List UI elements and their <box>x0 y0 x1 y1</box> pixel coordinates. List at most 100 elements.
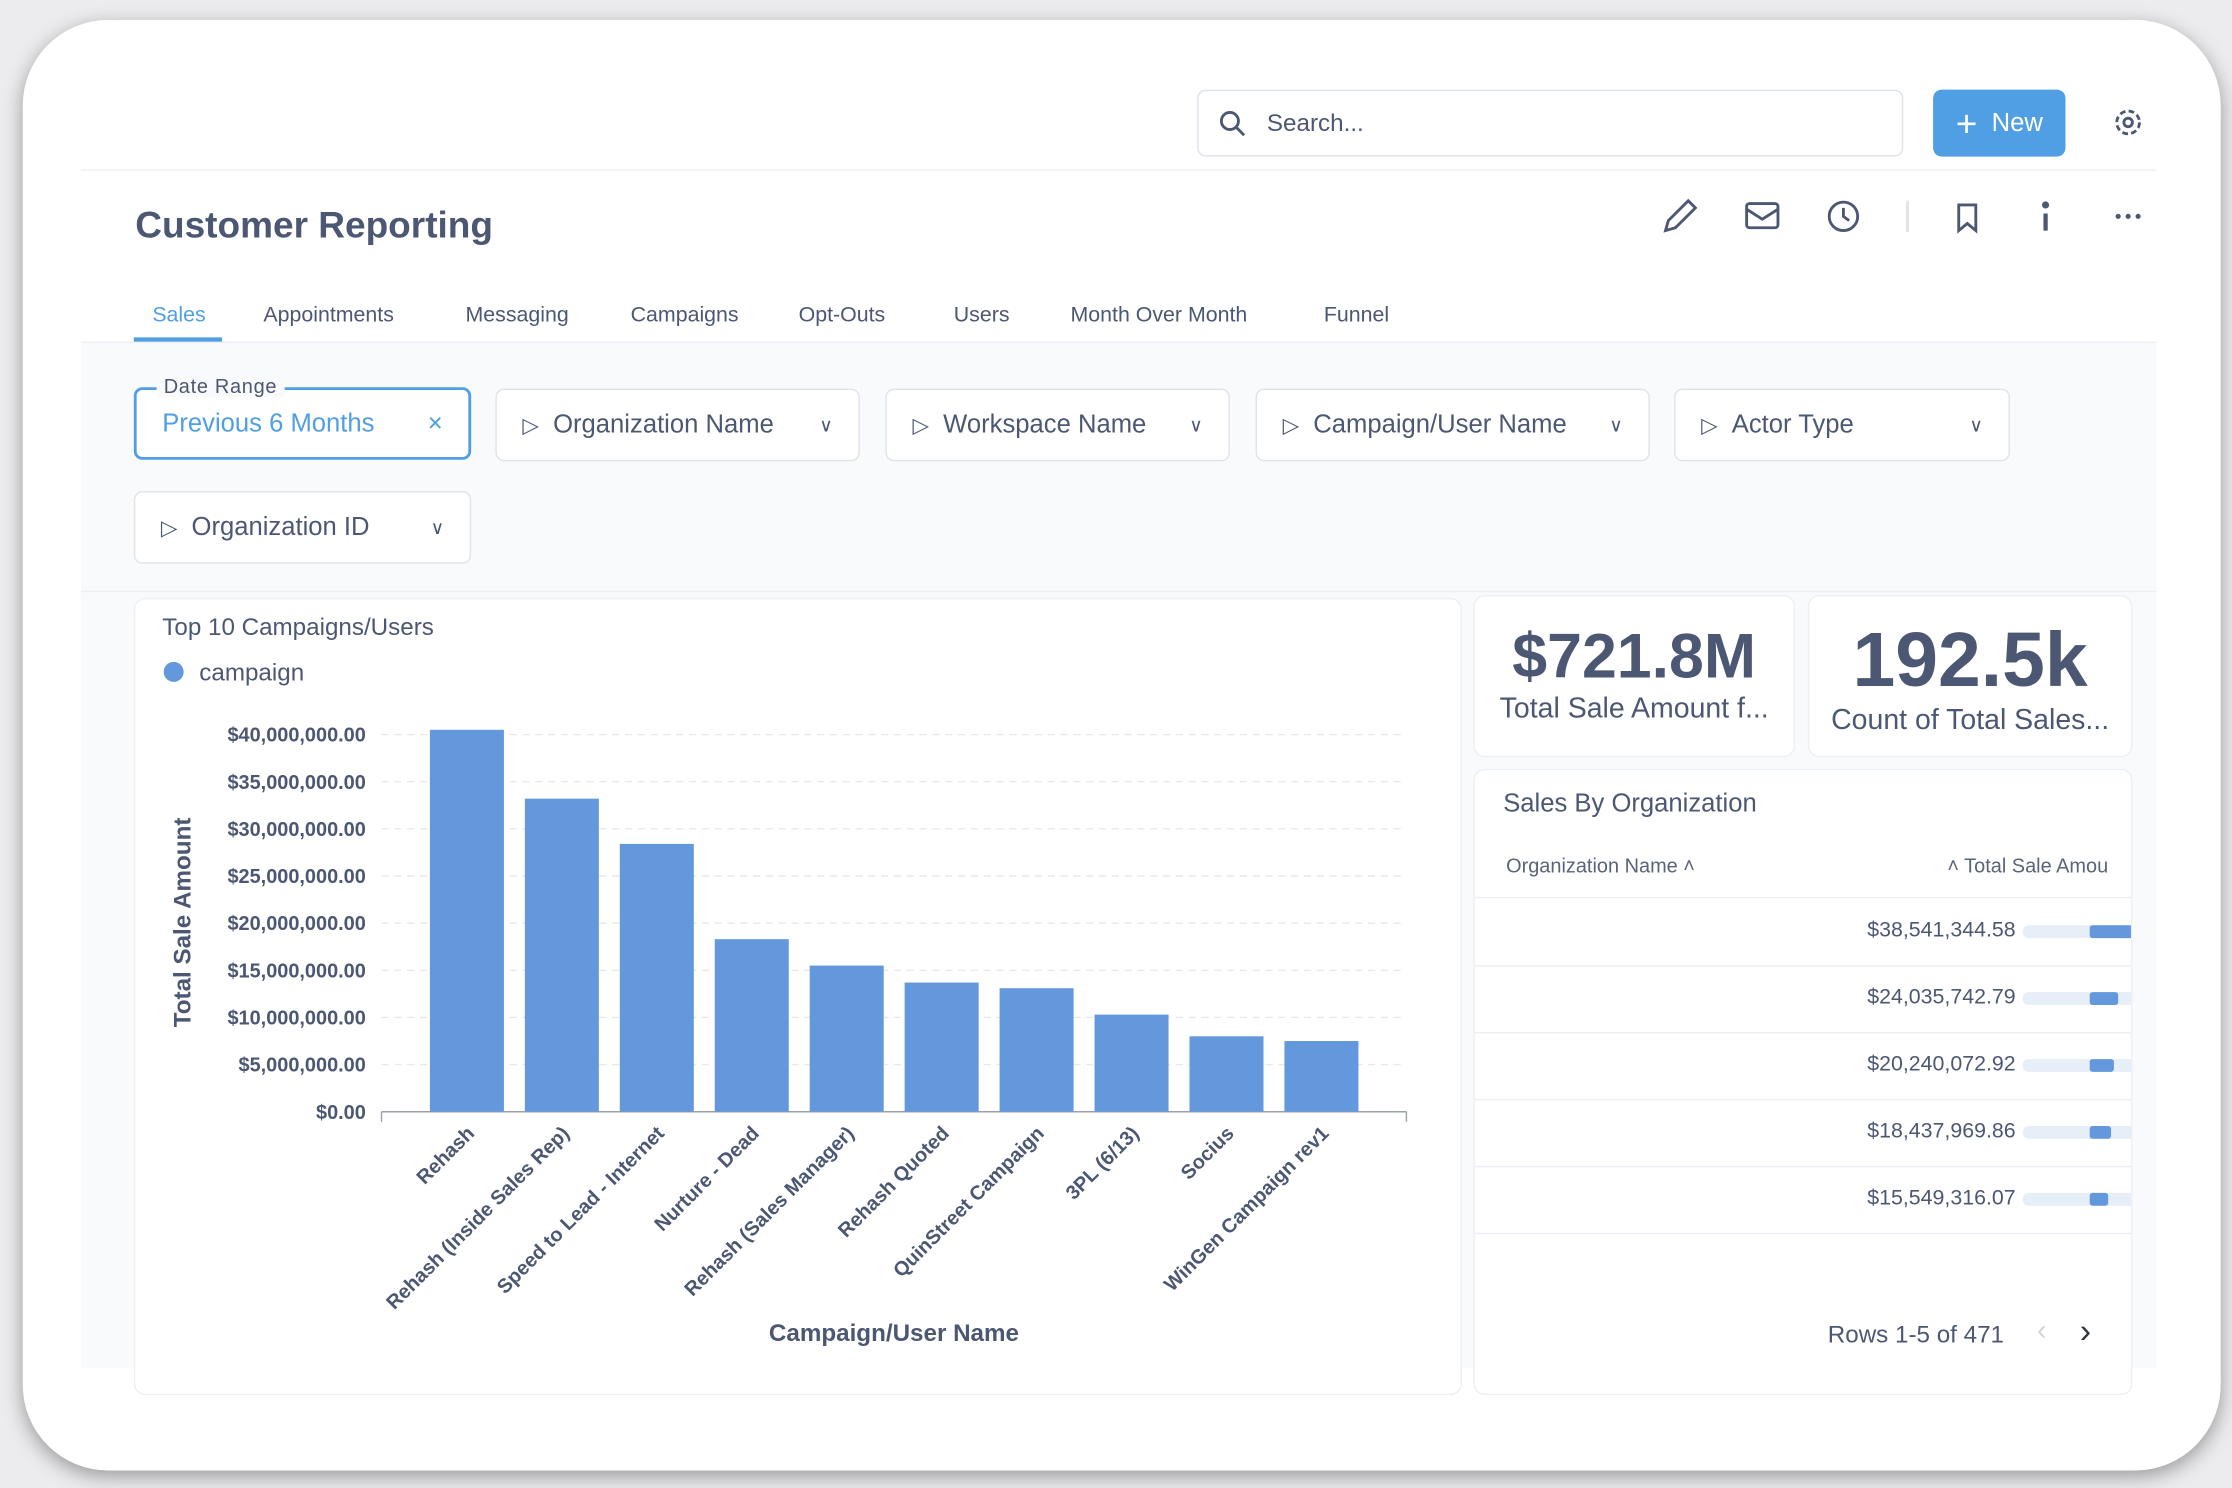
mini-bar <box>2089 1059 2114 1072</box>
bar <box>524 798 599 1112</box>
tag-icon: ▷ <box>522 413 539 438</box>
bar <box>1189 1036 1264 1112</box>
y-tick-label: $10,000,000.00 <box>227 1008 365 1030</box>
filter-dropdown[interactable]: ▷ Workspace Name ∨ <box>885 388 1230 462</box>
y-axis-title: Total Sale Amount <box>170 818 197 1028</box>
search-box[interactable]: Search... <box>1197 89 1904 157</box>
row-divider <box>1474 896 2131 899</box>
cell-amount: $15,549,316.07 <box>1867 1185 2016 1210</box>
filter-value: Previous 6 Months <box>162 408 375 438</box>
new-label: New <box>1991 108 2043 137</box>
more-icon[interactable] <box>2115 213 2141 219</box>
mini-bar <box>2089 925 2131 939</box>
tab[interactable]: Appointments <box>263 303 394 328</box>
tab[interactable]: Messaging <box>465 303 569 328</box>
x-tick-label: Rehash <box>413 1123 479 1189</box>
filter-dropdown[interactable]: ▷ Campaign/User Name ∨ <box>1255 388 1650 462</box>
y-tick-label: $5,000,000.00 <box>239 1055 366 1077</box>
tab[interactable]: Users <box>953 303 1010 328</box>
column-name: Organization Name <box>1506 854 1678 877</box>
bar <box>429 729 504 1112</box>
cell-amount: $38,541,344.58 <box>1867 918 2016 943</box>
bar-track <box>2022 1192 2131 1206</box>
tag-icon: ▷ <box>1282 413 1300 438</box>
x-tick-label: 3PL (6/13) <box>1062 1123 1144 1205</box>
kpi-card: $721.8M Total Sale Amount f... <box>1473 595 1796 758</box>
tab[interactable]: Sales <box>152 303 206 328</box>
new-button[interactable]: + New <box>1933 89 2066 157</box>
row-divider <box>1474 1165 2131 1168</box>
bar <box>619 843 694 1112</box>
tab[interactable]: Funnel <box>1323 303 1390 328</box>
filter-dropdown[interactable]: ▷ Organization Name ∨ <box>495 388 860 462</box>
kpi-card: 192.5k Count of Total Sales... <box>1807 595 2133 758</box>
x-axis-title: Campaign/User Name <box>769 1320 1019 1347</box>
x-tick-label: Socius <box>1177 1123 1239 1185</box>
y-tick-label: $35,000,000.00 <box>227 772 365 794</box>
next-page[interactable]: › <box>2079 1312 2092 1351</box>
clear-icon[interactable]: × <box>427 408 443 438</box>
tag-icon: ▷ <box>160 516 178 541</box>
cell-amount: $24,035,742.79 <box>1867 985 2016 1010</box>
kpi-label: Total Sale Amount f... <box>1499 693 1769 725</box>
tab-bar: Sales Appointments Messaging Campaigns Opt-O… <box>81 292 2157 344</box>
bar-track <box>2022 1059 2131 1072</box>
bar <box>904 982 979 1112</box>
history-icon[interactable] <box>1827 200 1860 233</box>
tab[interactable]: Opt-Outs <box>798 303 886 328</box>
tab[interactable]: Month Over Month <box>1070 303 1248 328</box>
chart-title: Top 10 Campaigns/Users <box>162 614 434 641</box>
column-name: Total Sale Amou <box>1964 854 2109 877</box>
filter-value: Organization Name <box>553 409 774 439</box>
filter-dropdown[interactable]: ▷ Organization ID ∨ <box>133 491 472 564</box>
y-tick-label: $30,000,000.00 <box>227 819 365 841</box>
filter-value: Workspace Name <box>943 409 1147 439</box>
kpi-value: 192.5k <box>1852 617 2088 704</box>
dashboard-title: Customer Reporting <box>135 203 494 247</box>
bar <box>1284 1041 1359 1112</box>
chevron-icon: ∨ <box>1189 413 1203 435</box>
cell-amount: $20,240,072.92 <box>1867 1051 2016 1077</box>
bar <box>1094 1014 1169 1112</box>
filter-label: Date Range <box>156 374 285 398</box>
mini-bar <box>2089 1192 2109 1206</box>
info-icon[interactable] <box>2042 201 2050 231</box>
legend-label: campaign <box>199 659 304 686</box>
table-card: Sales By Organization Organization Name … <box>1473 768 2133 1396</box>
active-tab-indicator <box>133 337 223 342</box>
column-header[interactable]: Organization Name ˄ <box>1506 854 1695 877</box>
x-tick-label: Rehash (Inside Sales Rep) <box>382 1123 574 1315</box>
y-tick-label: $25,000,000.00 <box>227 866 365 888</box>
chevron-icon: ∨ <box>430 516 445 538</box>
tab[interactable]: Campaigns <box>630 303 739 328</box>
y-tick-label: $15,000,000.00 <box>227 960 365 982</box>
tag-icon: ▷ <box>1701 413 1718 438</box>
filter-value: Actor Type <box>1731 409 1854 439</box>
divider <box>81 590 2157 593</box>
y-tick-label: $20,000,000.00 <box>227 913 365 935</box>
mini-bar <box>2089 992 2119 1005</box>
toolbar-icons <box>1663 198 2141 234</box>
y-tick-label: $0.00 <box>316 1102 366 1124</box>
search-placeholder: Search... <box>1266 108 1364 136</box>
x-tick-label: Speed to Lead - Internet <box>493 1122 669 1298</box>
bar <box>809 965 884 1112</box>
filter-date-range[interactable]: Previous 6 Months × <box>133 387 472 460</box>
search-icon <box>1219 110 1246 136</box>
chart-card <box>133 597 1462 1396</box>
subscribe-icon[interactable] <box>1745 202 1780 230</box>
bar-track <box>2022 1125 2131 1139</box>
prev-page[interactable]: ‹ <box>2037 1315 2047 1347</box>
bookmark-icon[interactable] <box>1957 203 1978 234</box>
row-divider <box>1474 1098 2131 1101</box>
column-header[interactable]: ˄ Total Sale Amou <box>1947 854 2109 877</box>
filter-dropdown[interactable]: ▷ Actor Type ∨ <box>1674 388 2010 462</box>
kpi-label: Count of Total Sales... <box>1831 704 2110 736</box>
edit-icon[interactable] <box>1663 198 1698 233</box>
x-tick-label: Rehash (Sales Manager) <box>681 1123 859 1301</box>
row-divider <box>1474 1232 2131 1235</box>
x-tick-label: WinGen Campaign rev1 <box>1160 1123 1333 1296</box>
settings-icon[interactable] <box>2112 107 2143 138</box>
